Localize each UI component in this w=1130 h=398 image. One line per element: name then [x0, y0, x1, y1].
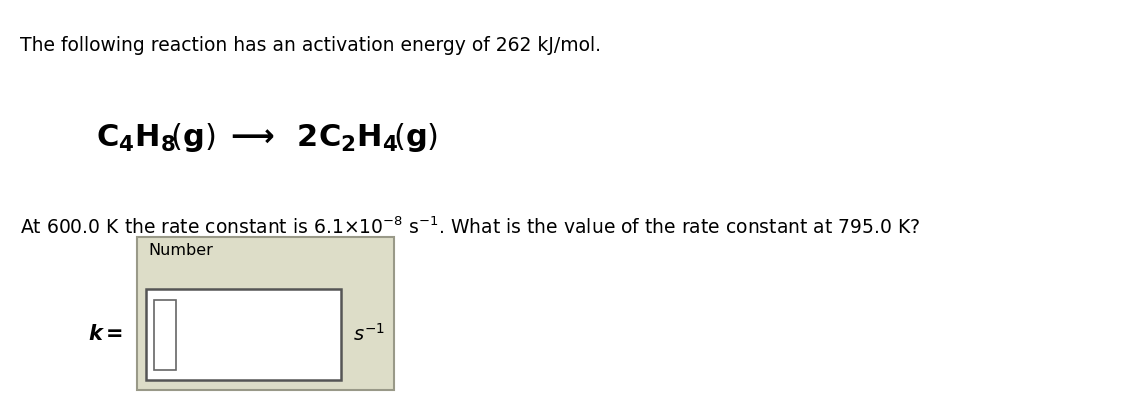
- Text: $s^{-1}$: $s^{-1}$: [353, 323, 384, 345]
- Text: At 600.0 K the rate constant is 6.1$\times$10$^{-8}$ s$^{-1}$. What is the value: At 600.0 K the rate constant is 6.1$\tim…: [20, 217, 921, 238]
- Text: $\bfit{k}=$: $\bfit{k}=$: [88, 324, 123, 344]
- FancyBboxPatch shape: [137, 237, 394, 390]
- Text: Number: Number: [148, 243, 212, 258]
- FancyBboxPatch shape: [154, 300, 176, 370]
- Text: The following reaction has an activation energy of 262 kJ/mol.: The following reaction has an activation…: [20, 36, 601, 55]
- FancyBboxPatch shape: [146, 289, 341, 380]
- Text: $\mathbf{C_4H_8\!\left(g\right)}$$\;\mathbf{\longrightarrow}\;$$\;\mathbf{2C_2H_: $\mathbf{C_4H_8\!\left(g\right)}$$\;\mat…: [96, 121, 438, 154]
